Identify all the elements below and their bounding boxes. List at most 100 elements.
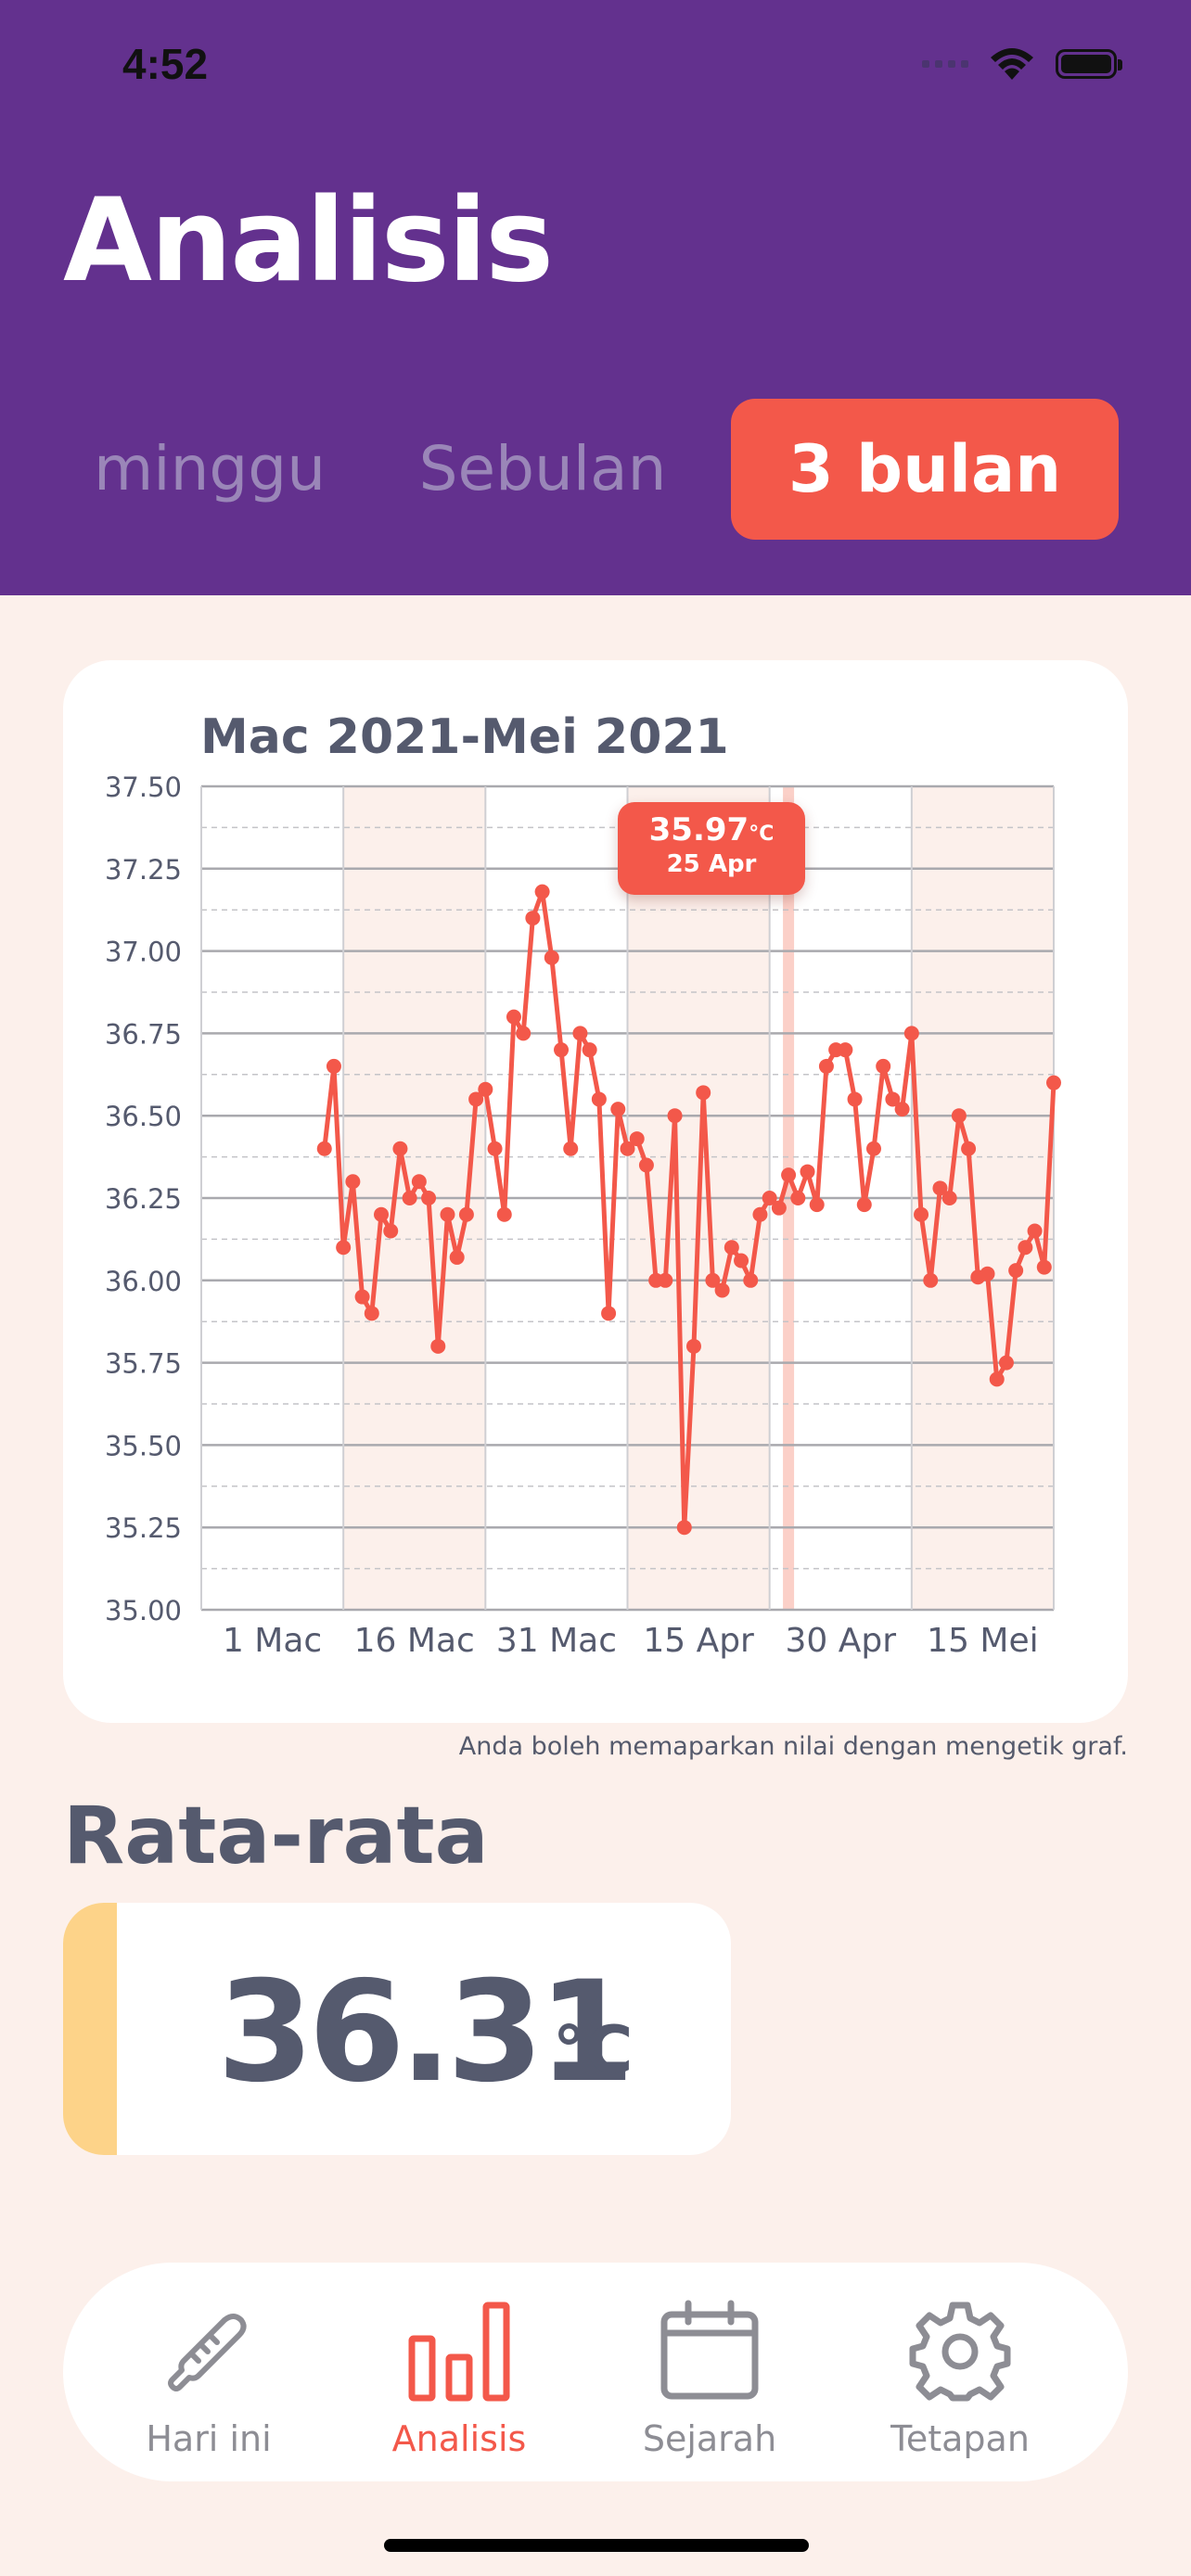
data-point xyxy=(316,1141,332,1156)
data-point xyxy=(658,1272,673,1288)
hint-text: Anda boleh memaparkan nilai dengan menge… xyxy=(458,1732,1128,1761)
data-point xyxy=(856,1197,872,1213)
data-point xyxy=(487,1141,503,1156)
data-point xyxy=(714,1282,730,1298)
gear-icon xyxy=(909,2302,1011,2402)
data-point xyxy=(1027,1223,1043,1239)
data-point xyxy=(876,1058,891,1074)
y-tick-label: 36.50 xyxy=(105,1101,182,1132)
chart-title: Mac 2021-Mei 2021 xyxy=(200,709,729,765)
wifi-icon xyxy=(991,48,1033,80)
data-point xyxy=(847,1091,863,1107)
value-tooltip: 35.97°C 25 Apr xyxy=(618,802,805,895)
y-tick-label: 36.25 xyxy=(105,1183,182,1215)
data-point xyxy=(440,1206,455,1222)
data-point xyxy=(865,1141,881,1156)
chart-card[interactable]: Mac 2021-Mei 2021 37.50 37.25 37.00 36.75 36.… xyxy=(63,660,1128,1723)
data-point xyxy=(1046,1075,1061,1090)
status-time: 4:52 xyxy=(122,40,209,88)
data-point xyxy=(402,1191,417,1205)
tabbar-label-history: Sejarah xyxy=(642,2418,777,2459)
average-title: Rata-rata xyxy=(63,1790,489,1882)
data-point xyxy=(572,1026,588,1041)
data-point xyxy=(610,1102,626,1117)
data-point xyxy=(326,1058,341,1074)
y-tick-label: 35.25 xyxy=(105,1512,182,1544)
data-point xyxy=(1036,1259,1052,1275)
data-point xyxy=(752,1206,768,1222)
y-tick-label: 35.50 xyxy=(105,1430,182,1461)
data-point xyxy=(771,1200,787,1216)
home-indicator xyxy=(384,2539,809,2552)
data-point xyxy=(790,1191,806,1205)
data-point xyxy=(818,1058,834,1074)
series-line xyxy=(322,889,1057,1530)
data-point xyxy=(554,1042,570,1058)
data-point xyxy=(800,1164,815,1180)
tabbar-label-today: Hari ini xyxy=(146,2418,272,2459)
y-tick-label: 37.00 xyxy=(105,937,182,968)
data-point xyxy=(961,1141,977,1156)
data-point xyxy=(903,1026,919,1041)
data-point xyxy=(676,1520,692,1536)
data-point xyxy=(638,1157,654,1173)
data-point xyxy=(496,1206,512,1222)
status-icons xyxy=(922,46,1122,82)
tabbar-item-settings[interactable]: Tetapan xyxy=(844,2263,1076,2481)
average-value: 36.31 xyxy=(217,1952,634,2113)
data-point xyxy=(364,1306,379,1321)
data-point xyxy=(685,1338,701,1354)
data-point xyxy=(336,1240,352,1256)
data-point xyxy=(781,1167,797,1183)
data-point xyxy=(696,1085,711,1101)
data-point xyxy=(734,1253,749,1269)
data-point xyxy=(506,1009,521,1025)
data-point xyxy=(620,1141,635,1156)
tabbar-item-today[interactable]: Hari ini xyxy=(93,2263,325,2481)
data-point xyxy=(743,1272,759,1288)
tabbar-item-history[interactable]: Sejarah xyxy=(594,2263,826,2481)
data-point xyxy=(1008,1263,1024,1279)
tabbar-label-analysis: Analisis xyxy=(391,2418,527,2459)
data-point xyxy=(374,1206,390,1222)
average-accent-bar xyxy=(63,1903,117,2155)
tab-3-months[interactable]: 3 bulan xyxy=(731,399,1119,540)
tab-bar: Hari ini Analisis Sejarah xyxy=(63,2263,1128,2481)
data-point xyxy=(534,884,550,899)
data-point xyxy=(468,1091,484,1107)
data-point xyxy=(601,1306,617,1321)
data-point xyxy=(951,1108,967,1124)
tooltip-value: 35.97 xyxy=(648,811,749,848)
y-tick-label: 37.50 xyxy=(105,772,182,803)
data-point xyxy=(629,1131,645,1147)
data-point xyxy=(421,1191,437,1205)
data-point xyxy=(1018,1240,1033,1256)
data-point xyxy=(914,1206,929,1222)
x-tick-label: 16 Mac xyxy=(354,1622,475,1660)
temperature-chart[interactable]: Mac 2021-Mei 2021 37.50 37.25 37.00 36.75 36.… xyxy=(63,660,1128,1723)
tab-month[interactable]: Sebulan xyxy=(418,433,667,504)
data-point xyxy=(582,1042,597,1058)
data-point xyxy=(430,1338,446,1354)
data-point xyxy=(989,1371,1005,1387)
average-unit: °C xyxy=(553,2012,634,2088)
y-tick-label: 36.00 xyxy=(105,1266,182,1297)
data-point xyxy=(724,1240,739,1256)
tab-week[interactable]: minggu xyxy=(93,433,327,504)
average-card: 36.31 °C xyxy=(63,1903,731,2155)
bar-chart-icon xyxy=(408,2302,510,2402)
tooltip-date: 25 Apr xyxy=(666,850,757,878)
tabbar-label-settings: Tetapan xyxy=(890,2418,1030,2459)
calendar-icon xyxy=(660,2300,759,2400)
data-point xyxy=(894,1102,910,1117)
x-tick-label: 15 Apr xyxy=(643,1622,754,1660)
header: 4:52 Analisis minggu Sebulan 3 bulan xyxy=(0,0,1191,595)
data-point xyxy=(345,1174,361,1190)
data-point xyxy=(705,1272,721,1288)
tabbar-item-analysis[interactable]: Analisis xyxy=(343,2263,575,2481)
page-title: Analisis xyxy=(63,174,554,308)
y-tick-label: 35.75 xyxy=(105,1348,182,1380)
data-point xyxy=(980,1266,995,1282)
data-point xyxy=(885,1091,901,1107)
battery-icon xyxy=(1056,49,1122,79)
